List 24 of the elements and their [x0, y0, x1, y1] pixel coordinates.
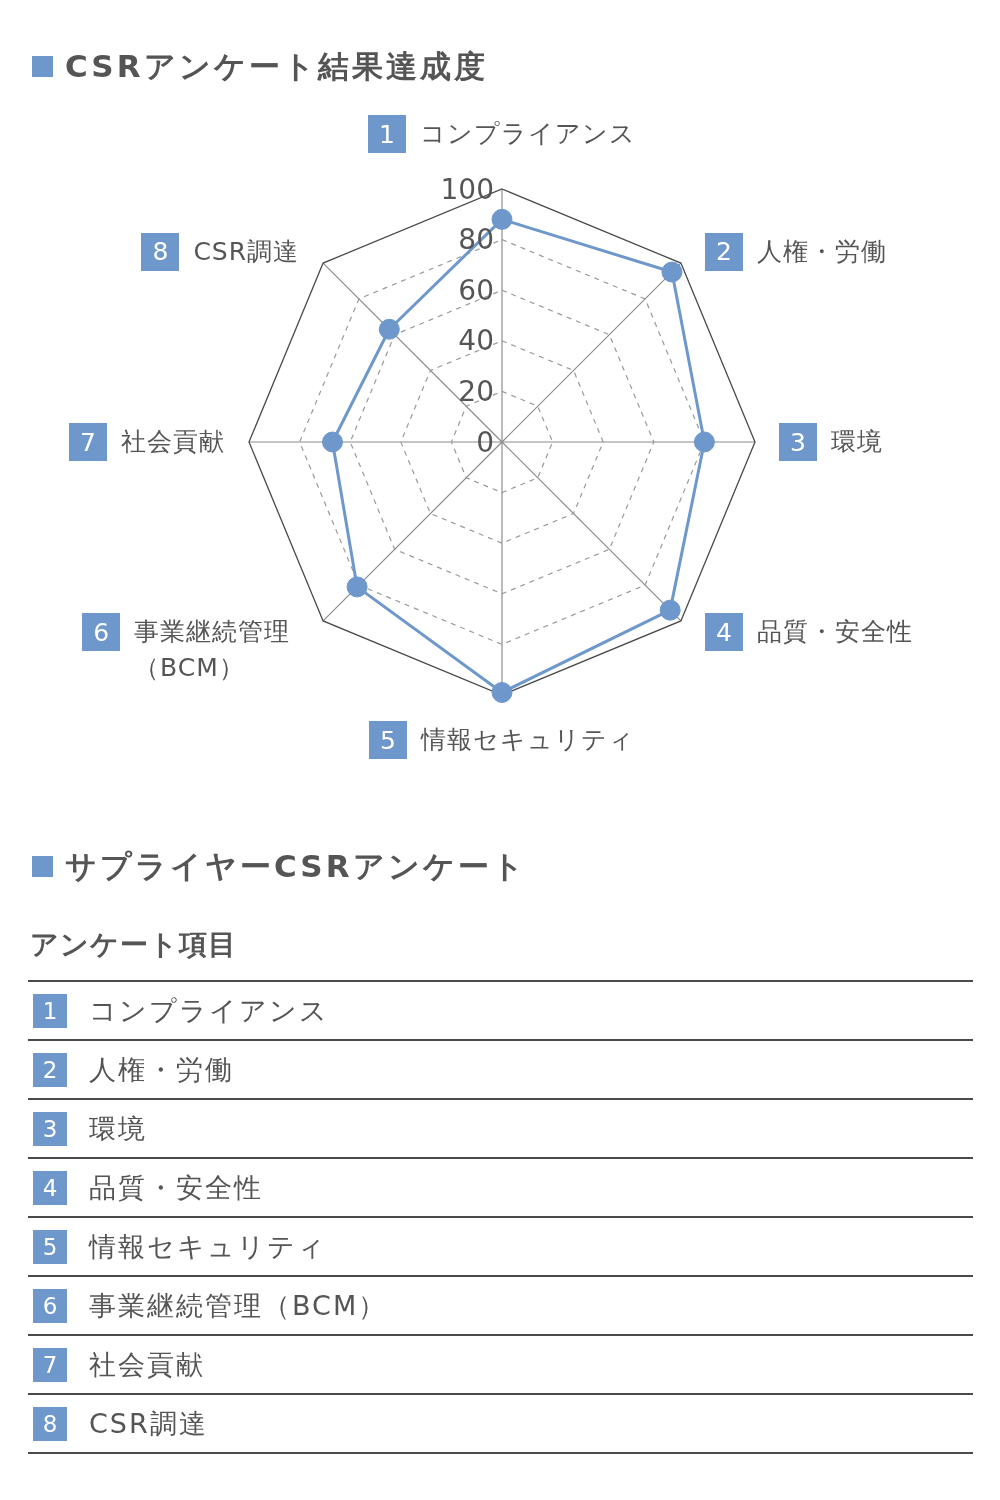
category-label: 4 品質・安全性 [42, 1171, 263, 1203]
spoke-label: 6 事業継続管理（BCM） [92, 616, 292, 685]
chart-title: CSRアンケート結果達成度 [65, 47, 488, 86]
spoke-label: 1 コンプライアンス [378, 118, 636, 151]
spoke-label: 7 社会貢献 [79, 426, 225, 459]
spoke-label: 2 人権・労働 [714, 235, 887, 269]
category-label: 1 コンプライアンス [42, 994, 329, 1026]
spoke-label: 5 情報セキュリティ [379, 724, 635, 757]
category-label: 6 事業継続管理（BCM） [42, 1289, 388, 1321]
category-label: 7 社会貢献 [42, 1348, 205, 1380]
spoke-label: 4 品質・安全性 [714, 616, 913, 649]
spoke-label: 8 CSR調達 [151, 235, 300, 269]
category-label: 8 CSR調達 [42, 1407, 208, 1439]
text: サプライヤーCSRアンケート [65, 847, 527, 886]
y-tick-label: 0 [476, 425, 494, 459]
text: アンケート項目 [30, 927, 237, 963]
y-tick-label: 60 [458, 273, 494, 307]
category-label: 3 環境 [42, 1112, 147, 1144]
spoke-label: 3 環境 [789, 426, 883, 459]
category-label: 2 人権・労働 [42, 1053, 234, 1085]
y-tick-label: 40 [458, 324, 494, 358]
y-tick-label: 100 [440, 172, 494, 206]
y-tick-label: 20 [458, 374, 494, 408]
category-label: 5 情報セキュリティ [42, 1230, 327, 1262]
